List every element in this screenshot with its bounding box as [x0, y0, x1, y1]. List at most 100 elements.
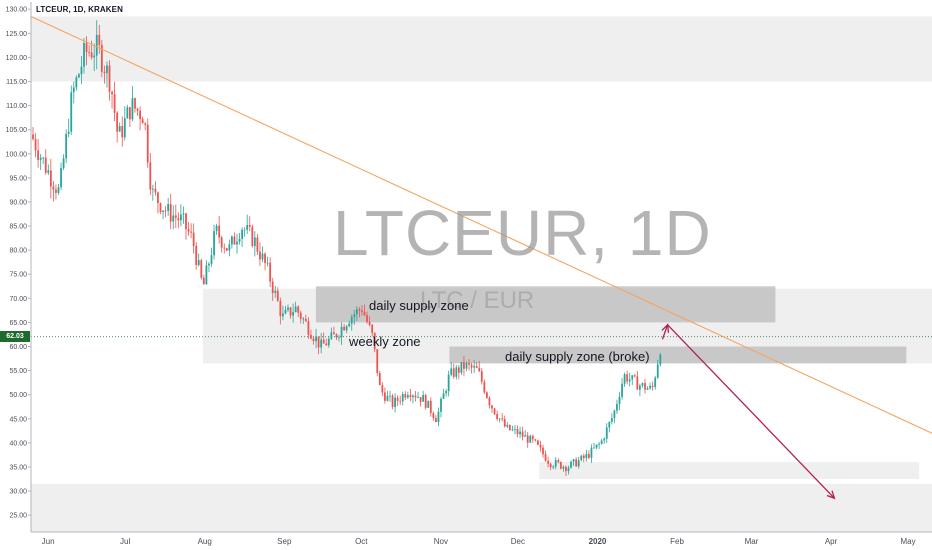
candle-body: [126, 107, 129, 119]
candle-body: [157, 192, 159, 204]
candle-body: [47, 170, 50, 173]
candle-body: [595, 444, 598, 448]
candle-body: [299, 312, 302, 319]
candle-body: [335, 334, 338, 338]
candle-body: [371, 324, 374, 333]
candle-body: [590, 447, 593, 458]
candle-body: [554, 460, 557, 467]
candle-body: [580, 455, 583, 461]
candle-body: [228, 244, 231, 251]
candle-body: [322, 339, 325, 344]
candle-body: [202, 277, 205, 285]
candle-body: [537, 440, 539, 445]
candle-body: [616, 404, 618, 411]
candle-body: [600, 440, 603, 444]
candle-body: [169, 204, 172, 222]
lines-layer: [30, 15, 932, 500]
zone-demand-zone: [539, 462, 920, 479]
candle-body: [506, 424, 509, 427]
candle-body: [103, 71, 106, 74]
y-tick-label: 35.00: [9, 464, 27, 471]
x-tick-label: Sep: [277, 537, 292, 546]
candle-body: [315, 336, 317, 342]
candle-body: [276, 290, 279, 301]
candle-body: [391, 395, 394, 407]
x-tick-label: Oct: [355, 537, 368, 546]
candle-body: [113, 94, 116, 113]
weekly-zone-label[interactable]: weekly zone: [349, 334, 421, 349]
x-tick-label: Nov: [434, 537, 448, 546]
candle-body: [514, 428, 516, 430]
y-tick-label: 130.00: [6, 7, 28, 14]
candle-body: [531, 435, 534, 440]
candle-body: [238, 238, 241, 242]
candle-body: [429, 400, 432, 414]
x-tick-label: Mar: [745, 537, 759, 546]
y-tick-label: 25.00: [9, 513, 27, 520]
candle-body: [389, 395, 391, 397]
daily-supply-zone-broke-label[interactable]: daily supply zone (broke): [505, 349, 650, 364]
candle-body: [651, 385, 654, 388]
candle-body: [231, 236, 233, 245]
candle-body: [312, 338, 315, 342]
y-tick-label: 75.00: [9, 272, 27, 279]
y-tick-label: 60.00: [9, 344, 27, 351]
candle-body: [659, 354, 662, 365]
candle-body: [246, 224, 249, 230]
candle-body: [167, 204, 170, 212]
candle-body: [325, 343, 328, 346]
candle-body: [259, 251, 261, 260]
candle-body: [610, 418, 613, 422]
candle-body: [284, 309, 287, 314]
candle-body: [131, 98, 134, 120]
candle-body: [631, 375, 634, 380]
candle-body: [42, 157, 45, 159]
candle-body: [549, 463, 552, 468]
candle-body: [544, 454, 547, 461]
candle-body: [100, 44, 103, 72]
candle-body: [552, 466, 555, 468]
candle-body: [144, 123, 147, 125]
candle-body: [465, 363, 468, 369]
candle-body: [65, 133, 68, 159]
candle-body: [233, 236, 236, 245]
candle-body: [141, 119, 144, 124]
y-tick-label: 30.00: [9, 489, 27, 496]
candle-body: [164, 210, 167, 212]
candle-body: [567, 467, 570, 472]
candle-body: [264, 253, 266, 264]
zone-bottom-zone: [31, 483, 932, 532]
x-tick-label: Dec: [511, 537, 525, 546]
candle-body: [292, 312, 294, 316]
y-tick-label: 125.00: [6, 31, 28, 38]
candle-body: [159, 203, 162, 213]
candle-body: [223, 247, 226, 249]
candle-body: [129, 107, 131, 120]
candle-body: [503, 419, 506, 427]
candle-body: [34, 139, 37, 151]
candle-body: [330, 332, 333, 339]
candle-body: [52, 186, 55, 190]
candle-body: [608, 421, 611, 428]
candle-body: [598, 443, 600, 445]
candle-body: [470, 364, 473, 368]
candle-body: [302, 318, 305, 320]
candle-body: [396, 397, 399, 401]
candle-body: [106, 65, 108, 74]
candle-body: [572, 459, 575, 462]
candle-body: [483, 381, 486, 393]
candle-body: [182, 213, 185, 215]
daily-supply-zone-label[interactable]: daily supply zone: [369, 298, 469, 313]
candles-layer: [32, 20, 662, 477]
candle-body: [401, 394, 404, 402]
candle-body: [310, 334, 312, 339]
candle-body: [491, 405, 493, 409]
candle-body: [542, 447, 544, 455]
candle-body: [185, 213, 187, 230]
y-tick-label: 45.00: [9, 416, 27, 423]
candle-body: [44, 157, 47, 173]
zones-layer: [31, 16, 932, 532]
candle-body: [343, 326, 345, 331]
